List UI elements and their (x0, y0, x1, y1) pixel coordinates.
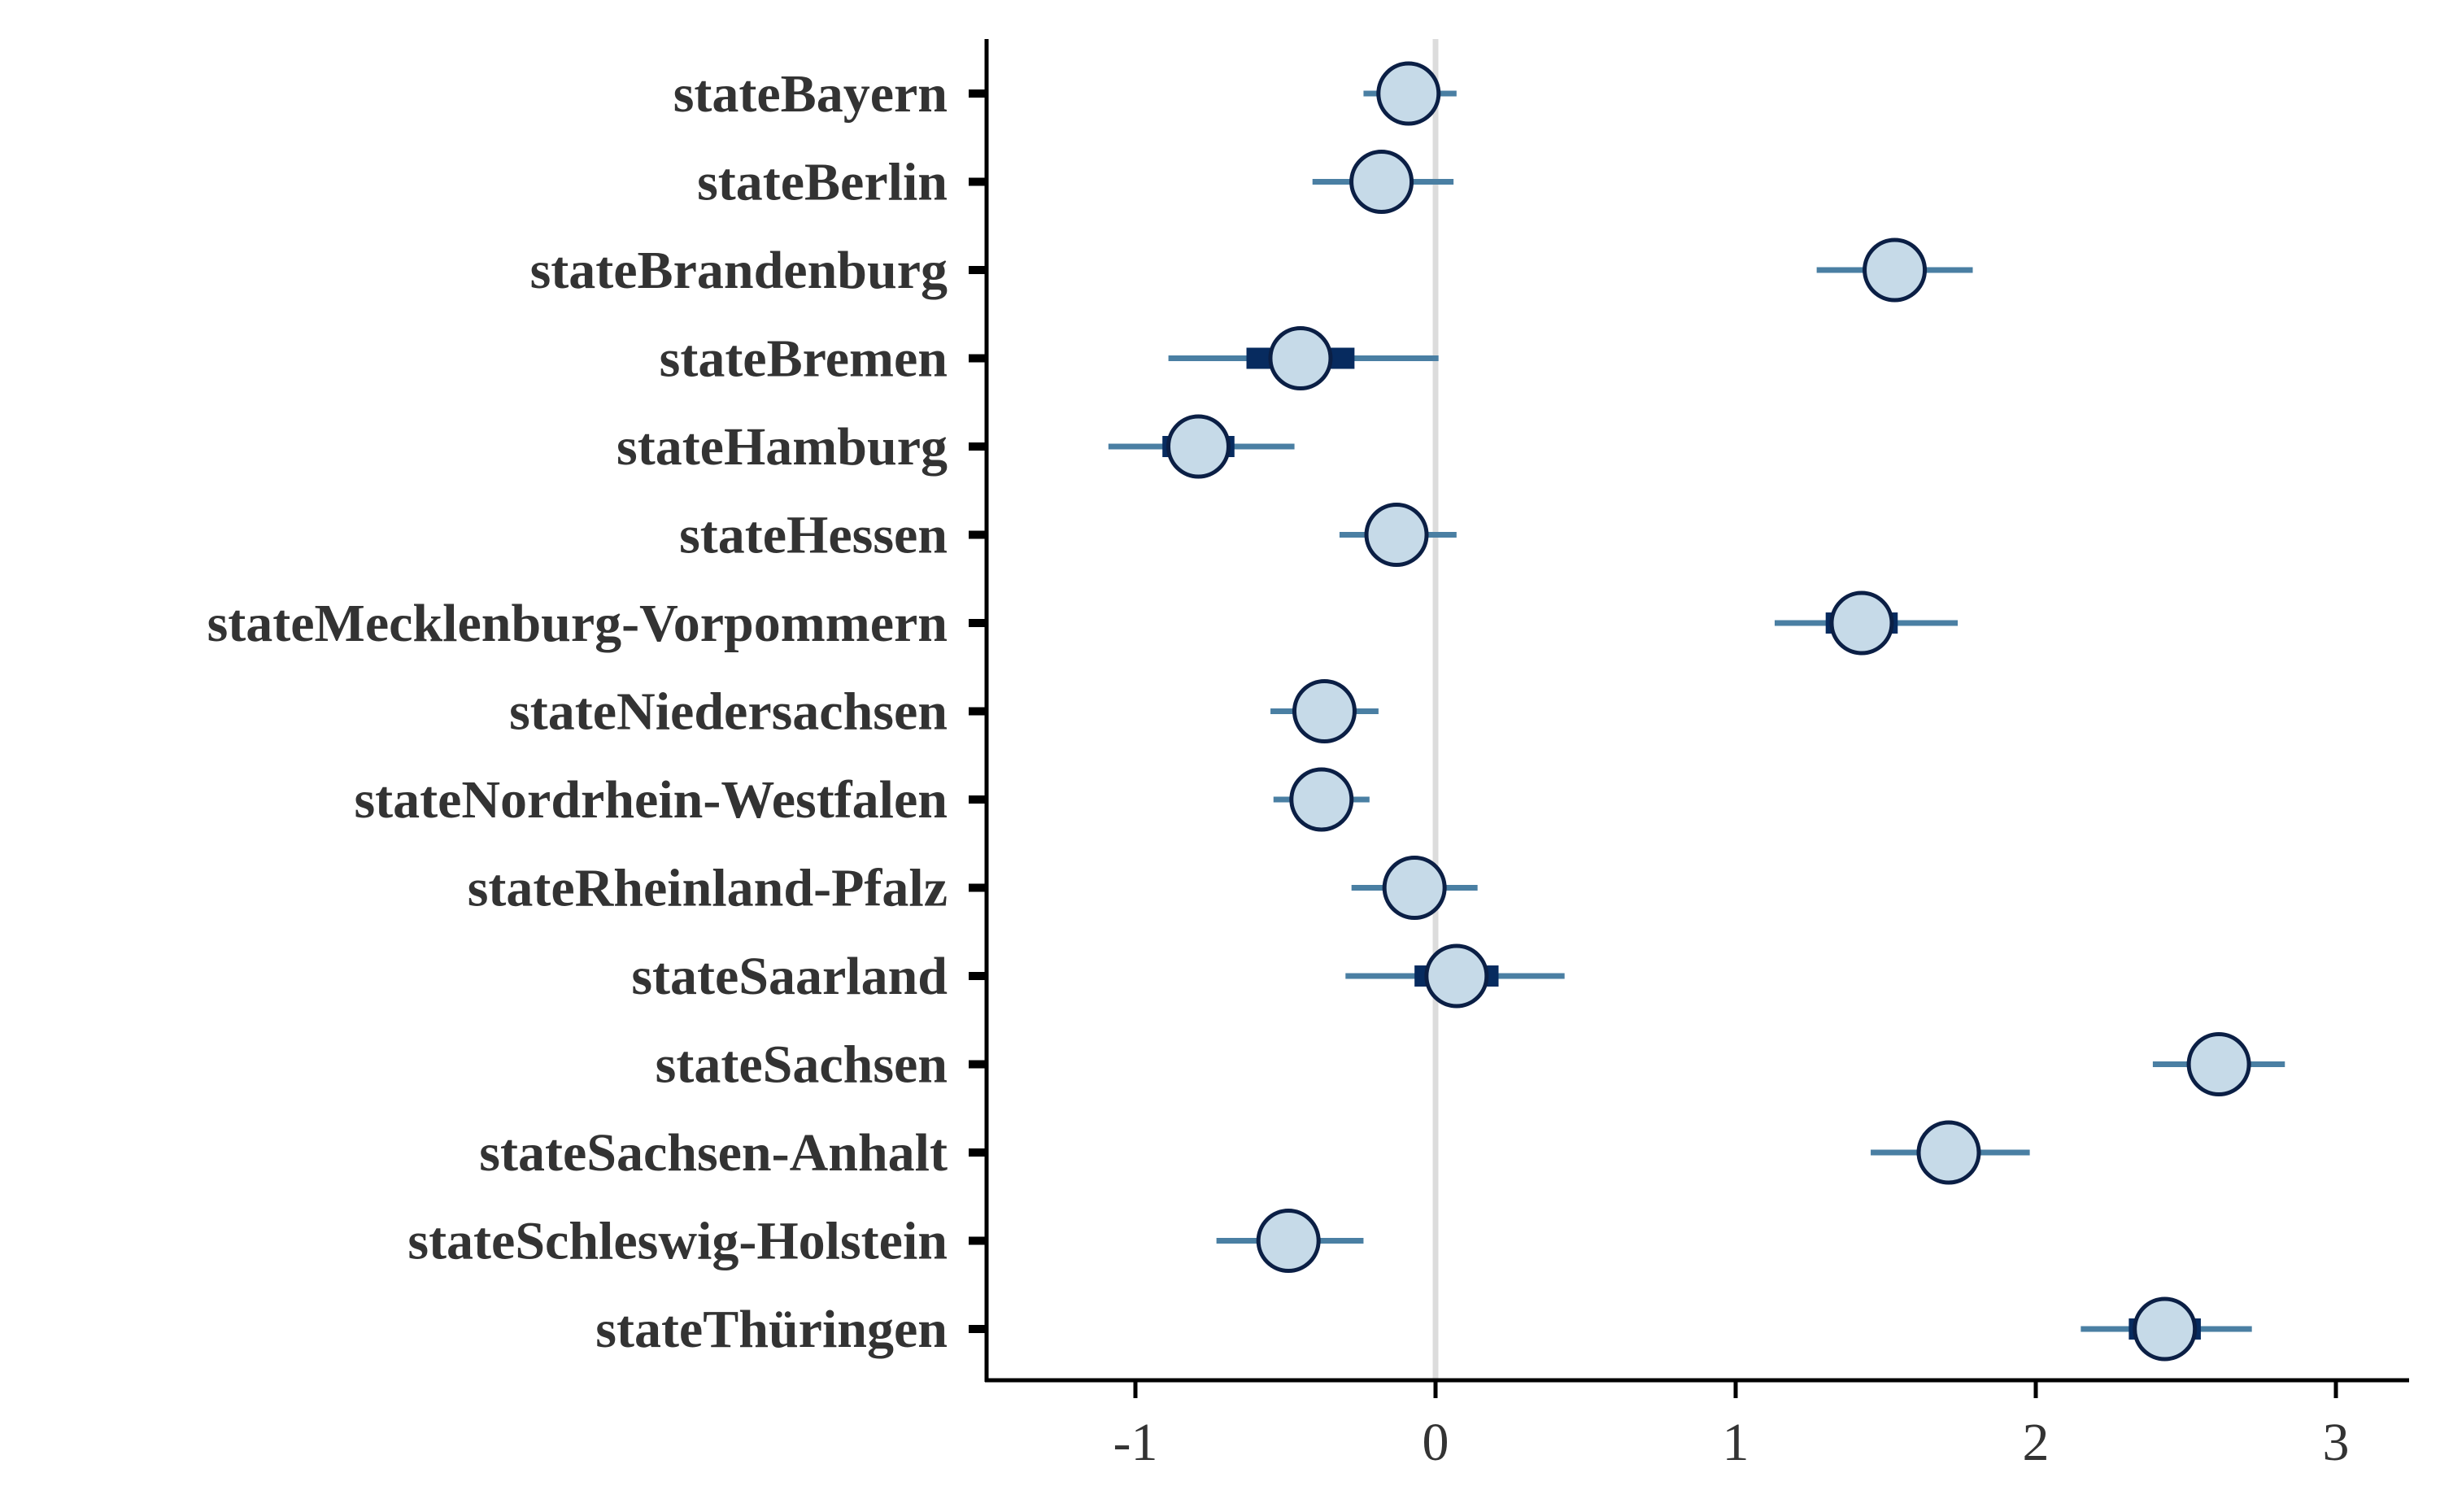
y-tick-label: stateMecklenburg-Vorpommern (207, 594, 948, 653)
x-tick-label: 2 (2023, 1413, 2050, 1472)
point-estimate (1364, 503, 1429, 567)
point-estimate (1292, 679, 1357, 743)
point-estimate (1256, 1209, 1321, 1273)
y-tick-label: stateHamburg (617, 417, 948, 477)
y-tick-label: stateBremen (660, 329, 948, 389)
y-tick-label: stateBrandenburg (530, 241, 948, 300)
point-estimate (1268, 326, 1333, 390)
point-estimate (1424, 943, 1489, 1009)
y-tick-label: stateSachsen-Anhalt (479, 1123, 948, 1183)
y-tick-label: stateRheinland-Pfalz (468, 859, 948, 918)
point-estimate (1382, 856, 1447, 920)
x-tick-label: 1 (1723, 1413, 1749, 1472)
point-estimate (1916, 1120, 1981, 1185)
y-tick-label: stateThüringen (595, 1300, 948, 1359)
y-tick-label: stateHessen (679, 506, 948, 565)
y-tick-label: stateSchleswig-Holstein (407, 1212, 948, 1271)
point-estimate (2186, 1032, 2251, 1096)
y-tick-label: stateNordrhein-Westfalen (354, 770, 948, 830)
y-tick-label: stateBerlin (697, 153, 948, 212)
x-tick-label: 0 (1423, 1413, 1449, 1472)
point-estimate (1863, 237, 1928, 303)
point-estimate (1829, 590, 1894, 656)
point-estimate (1166, 414, 1231, 479)
y-tick-label: stateSaarland (631, 947, 948, 1006)
y-tick-label: stateNiedersachsen (509, 682, 948, 742)
y-tick-label: stateBayern (673, 64, 948, 124)
point-estimate (1289, 767, 1354, 832)
x-tick-label: 3 (2323, 1413, 2350, 1472)
y-tick-label: stateSachsen (656, 1035, 948, 1095)
point-estimate (1376, 61, 1441, 126)
x-tick-label: -1 (1113, 1413, 1158, 1472)
point-estimate (2133, 1296, 2198, 1362)
point-estimate (1349, 150, 1414, 214)
